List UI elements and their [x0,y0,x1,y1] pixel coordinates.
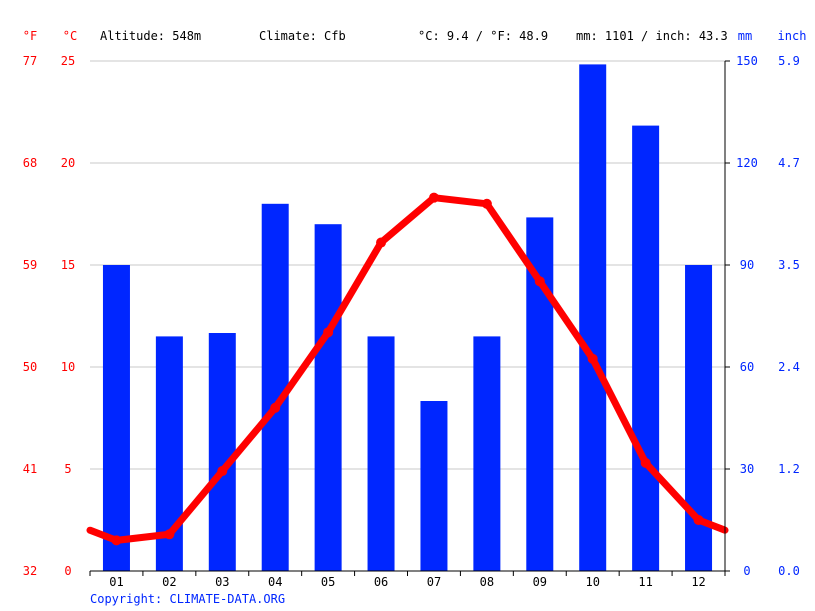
temperature-point [270,402,281,413]
month-label: 12 [691,575,705,589]
copyright-text: Copyright: CLIMATE-DATA.ORG [90,592,285,606]
temperature-line [86,192,729,546]
fahrenheit-unit-label: °F [23,29,37,43]
precipitation-bar [632,125,660,571]
month-label: 02 [162,575,176,589]
mm-tick-label: 30 [740,462,754,476]
inch-unit-label: inch [778,29,807,43]
precipitation-bar [208,333,236,571]
climate-label: Climate: Cfb [259,29,346,43]
temperature-point [640,457,651,468]
mm-tick-label: 150 [736,54,758,68]
month-label: 03 [215,575,229,589]
month-label: 01 [109,575,123,589]
fahrenheit-tick-label: 77 [23,54,37,68]
month-label: 06 [374,575,388,589]
month-label: 11 [638,575,652,589]
precipitation-bar [102,265,130,571]
temperature-point [534,276,545,287]
month-label: 10 [585,575,599,589]
precipitation-bar [367,336,395,571]
celsius-tick-label: 5 [64,462,71,476]
mm-unit-label: mm [738,29,752,43]
fahrenheit-tick-label: 68 [23,156,37,170]
precipitation-bar [314,224,342,571]
precipitation-bar [473,336,501,571]
temperature-point [376,237,387,248]
celsius-tick-label: 25 [61,54,75,68]
month-label: 05 [321,575,335,589]
inch-tick-label: 4.7 [778,156,800,170]
precipitation-bar [579,64,607,572]
inch-tick-label: 5.9 [778,54,800,68]
altitude-label: Altitude: 548m [100,29,201,43]
celsius-tick-label: 20 [61,156,75,170]
temperature-point [323,327,334,338]
celsius-tick-label: 10 [61,360,75,374]
temperature-point [587,353,598,364]
mm-tick-label: 60 [740,360,754,374]
fahrenheit-tick-label: 32 [23,564,37,578]
month-label: 09 [533,575,547,589]
fahrenheit-tick-label: 59 [23,258,37,272]
celsius-unit-label: °C [63,29,77,43]
temperature-point [164,529,175,540]
mm-tick-label: 0 [743,564,750,578]
temperature-point [693,515,704,525]
month-label: 04 [268,575,282,589]
temperature-point [111,535,122,546]
celsius-tick-label: 15 [61,258,75,272]
celsius-tick-label: 0 [64,564,71,578]
inch-tick-label: 3.5 [778,258,800,272]
axes: 32 0 0 0.041 5 30 1.250 10 60 2.459 15 90 3.568 20 120… [23,54,800,589]
month-label: 07 [427,575,441,589]
temperature-line-path [86,194,729,544]
precipitation-bar [261,203,289,572]
average-temperature-label: °C: 9.4 / °F: 48.9 [418,29,548,43]
temperature-point [217,466,228,477]
mm-tick-label: 90 [740,258,754,272]
fahrenheit-tick-label: 41 [23,462,37,476]
precipitation-bars [102,64,713,572]
grid-lines [90,60,725,470]
inch-tick-label: 0.0 [778,564,800,578]
month-label: 08 [480,575,494,589]
temperature-point [481,198,492,209]
temperature-point [428,192,439,203]
inch-tick-label: 1.2 [778,462,800,476]
mm-tick-label: 120 [736,156,758,170]
fahrenheit-tick-label: 50 [23,360,37,374]
precipitation-bar [420,401,448,571]
inch-tick-label: 2.4 [778,360,800,374]
total-precipitation-label: mm: 1101 / inch: 43.3 [576,29,728,43]
